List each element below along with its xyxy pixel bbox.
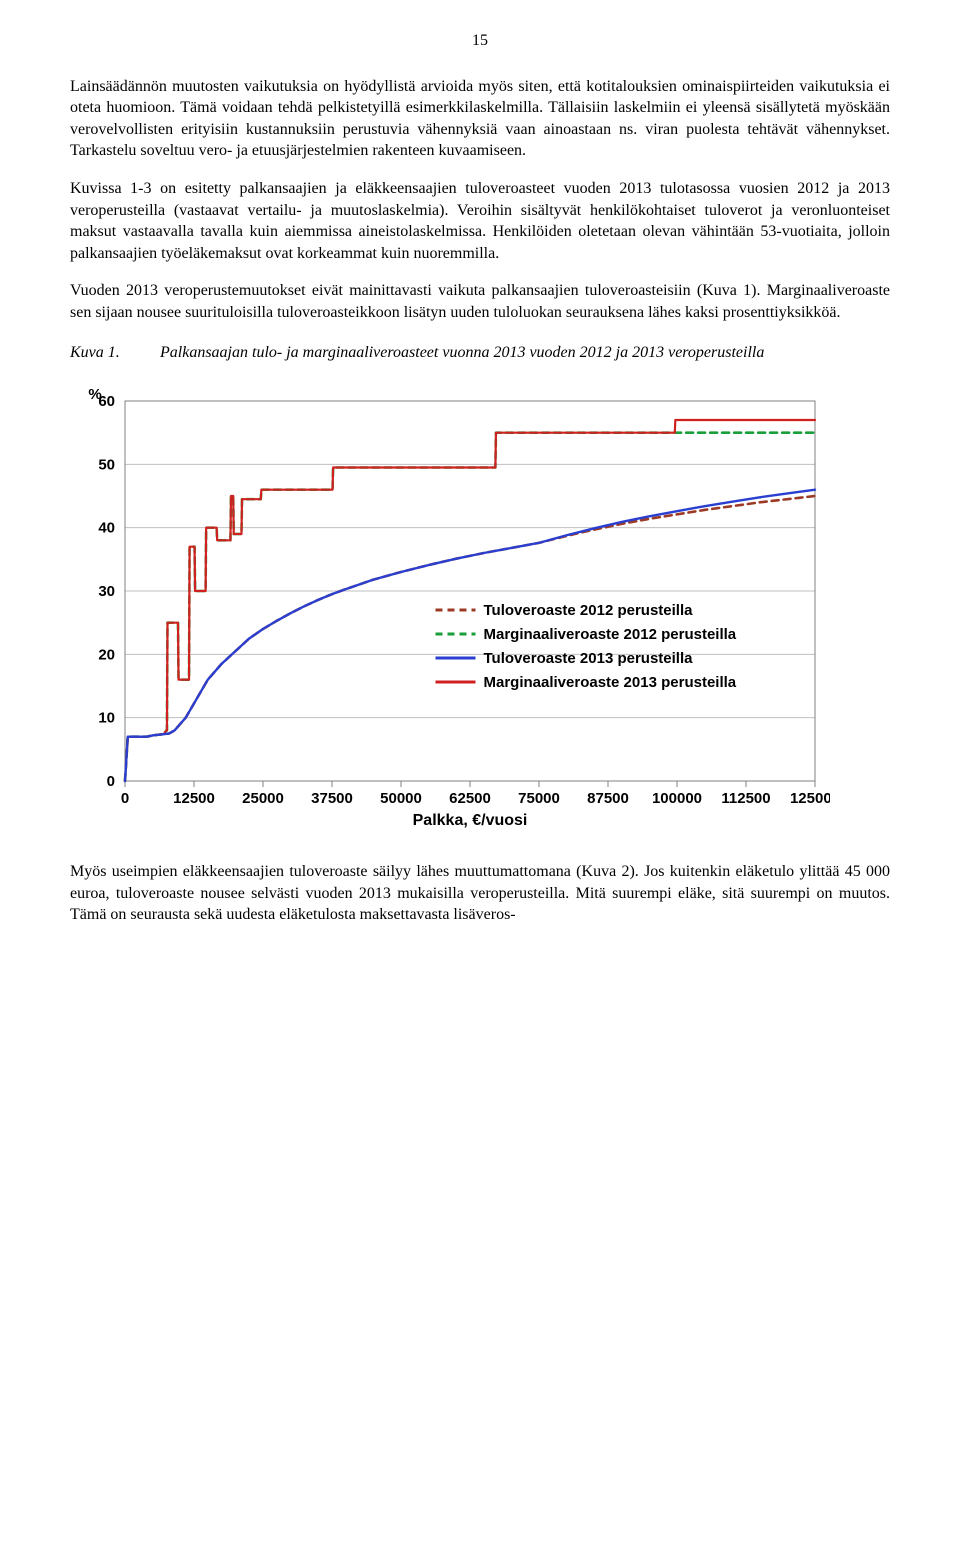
svg-text:Tuloveroaste 2012 perusteilla: Tuloveroaste 2012 perusteilla xyxy=(484,602,694,619)
figure-label: Kuva 1. xyxy=(70,342,160,364)
chart-svg: 0102030405060%01250025000375005000062500… xyxy=(70,381,830,841)
svg-text:Palkka, €/vuosi: Palkka, €/vuosi xyxy=(413,812,528,829)
svg-text:62500: 62500 xyxy=(449,790,491,807)
svg-text:50: 50 xyxy=(98,456,115,473)
svg-text:50000: 50000 xyxy=(380,790,422,807)
paragraph-2: Kuvissa 1-3 on esitetty palkansaajien ja… xyxy=(70,178,890,264)
page-number: 15 xyxy=(70,30,890,52)
svg-text:0: 0 xyxy=(121,790,129,807)
paragraph-1: Lainsäädännön muutosten vaikutuksia on h… xyxy=(70,76,890,162)
svg-text:0: 0 xyxy=(107,773,115,790)
svg-text:25000: 25000 xyxy=(242,790,284,807)
chart-figure-1: 0102030405060%01250025000375005000062500… xyxy=(70,381,890,841)
svg-text:10: 10 xyxy=(98,710,115,727)
paragraph-4: Myös useimpien eläkkeensaajien tuloveroa… xyxy=(70,861,890,926)
svg-text:100000: 100000 xyxy=(652,790,702,807)
svg-text:12500: 12500 xyxy=(173,790,215,807)
svg-text:37500: 37500 xyxy=(311,790,353,807)
svg-text:Marginaaliveroaste 2012 perust: Marginaaliveroaste 2012 perusteilla xyxy=(484,626,737,643)
svg-text:20: 20 xyxy=(98,646,115,663)
figure-caption-text: Palkansaajan tulo- ja marginaaliveroaste… xyxy=(160,342,890,364)
svg-text:40: 40 xyxy=(98,520,115,537)
svg-text:30: 30 xyxy=(98,583,115,600)
svg-text:Tuloveroaste 2013 perusteilla: Tuloveroaste 2013 perusteilla xyxy=(484,650,694,667)
svg-text:Marginaaliveroaste 2013 perust: Marginaaliveroaste 2013 perusteilla xyxy=(484,674,737,691)
paragraph-3: Vuoden 2013 veroperustemuutokset eivät m… xyxy=(70,280,890,323)
figure-1-caption: Kuva 1. Palkansaajan tulo- ja marginaali… xyxy=(70,342,890,364)
svg-text:%: % xyxy=(88,386,101,403)
svg-text:112500: 112500 xyxy=(721,790,770,807)
svg-text:125000: 125000 xyxy=(790,790,830,807)
svg-text:75000: 75000 xyxy=(518,790,560,807)
svg-text:87500: 87500 xyxy=(587,790,629,807)
